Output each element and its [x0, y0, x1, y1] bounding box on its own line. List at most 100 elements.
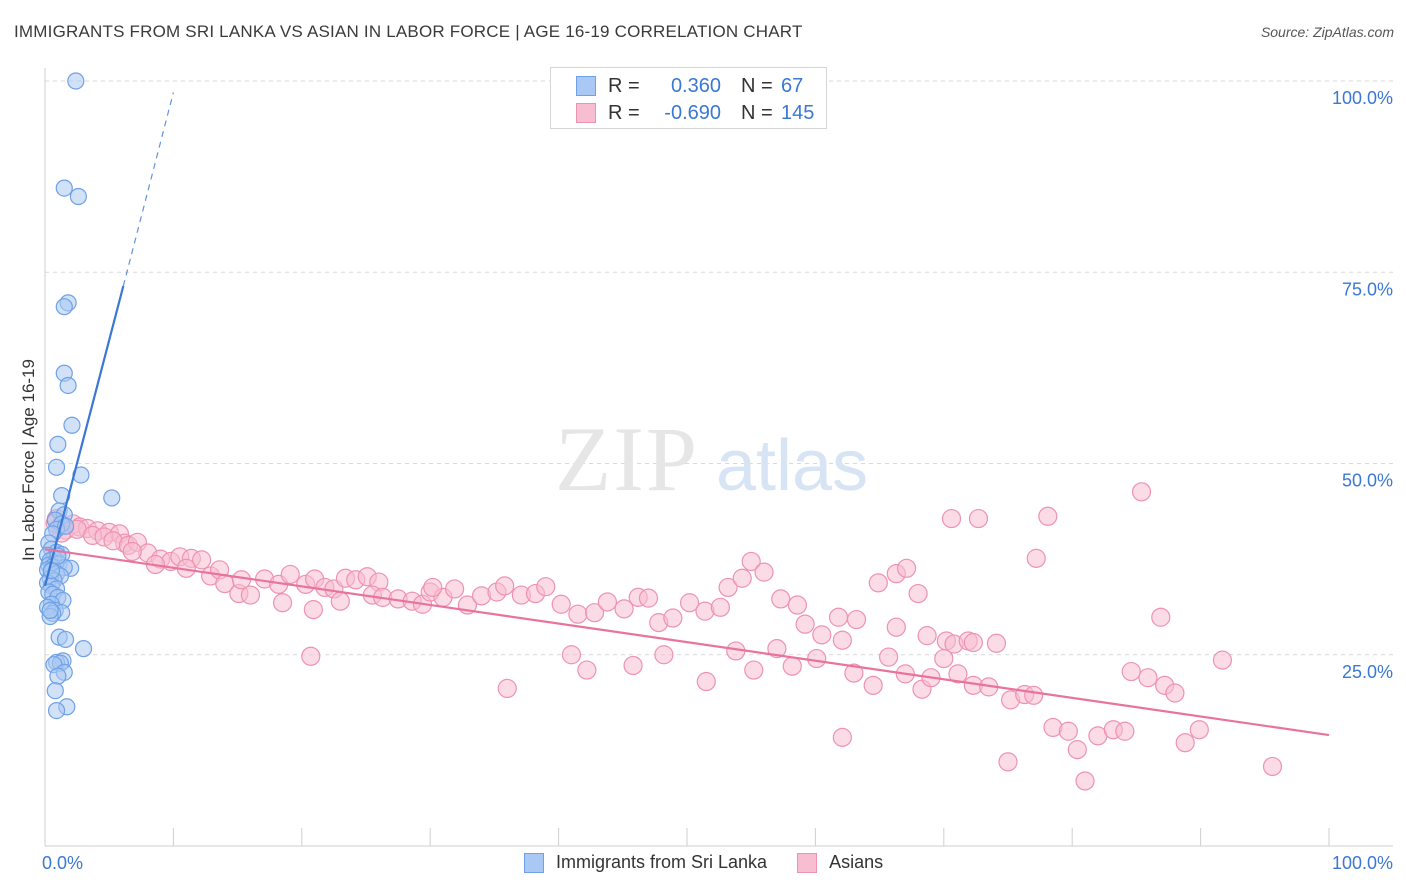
- point-asians: [782, 656, 802, 676]
- point-asians: [844, 663, 864, 683]
- point-asians: [754, 562, 774, 582]
- n-value: 67: [781, 74, 804, 97]
- y-tick-label: 50.0%: [1342, 471, 1393, 491]
- point-asians: [536, 577, 556, 597]
- point-asians: [584, 603, 605, 623]
- point-asians: [917, 626, 937, 646]
- point-sri-lanka: [47, 701, 66, 720]
- r-value: -0.690: [664, 101, 721, 124]
- point-asians: [963, 632, 983, 653]
- point-asians: [795, 614, 815, 634]
- point-asians: [771, 589, 791, 609]
- watermark: ZIP atlas: [555, 408, 868, 510]
- y-tick-label: 75.0%: [1342, 279, 1393, 299]
- legend-label-asians: Asians: [829, 852, 884, 872]
- point-asians: [941, 508, 962, 529]
- point-asians: [1067, 740, 1087, 760]
- point-asians: [240, 585, 261, 605]
- chart-title: IMMIGRANTS FROM SRI LANKA VS ASIAN IN LA…: [14, 22, 803, 41]
- point-asians: [1026, 548, 1046, 568]
- stats-legend: R = 0.360 N = 67 R = -0.690 N = 145: [550, 67, 827, 129]
- point-asians: [1121, 661, 1141, 682]
- point-asians: [1175, 733, 1195, 753]
- point-asians: [744, 660, 764, 680]
- axes: [44, 68, 1393, 847]
- point-asians: [741, 551, 761, 572]
- swatch-sri-lanka: [576, 76, 596, 96]
- point-asians: [497, 678, 517, 699]
- point-asians: [948, 664, 968, 684]
- swatch-asians: [576, 103, 596, 123]
- legend-swatch-asians: [797, 852, 818, 873]
- point-sri-lanka: [59, 376, 77, 395]
- point-sri-lanka: [41, 601, 59, 619]
- point-asians: [301, 646, 321, 666]
- point-asians: [787, 595, 808, 615]
- point-asians: [1151, 607, 1171, 627]
- point-asians: [828, 607, 849, 627]
- point-sri-lanka: [103, 489, 121, 507]
- point-asians: [654, 645, 674, 665]
- point-asians: [886, 617, 906, 637]
- point-sri-lanka: [56, 630, 75, 649]
- trend-line-sri-lanka: [43, 285, 125, 587]
- point-asians: [272, 593, 293, 613]
- gridlines: [45, 80, 1393, 656]
- point-sri-lanka: [55, 298, 73, 316]
- point-asians: [663, 608, 683, 628]
- point-asians: [597, 592, 617, 612]
- point-asians: [1138, 668, 1158, 688]
- point-asians: [696, 671, 716, 692]
- point-asians: [878, 647, 899, 667]
- point-asians: [998, 752, 1018, 772]
- point-asians: [863, 675, 883, 695]
- point-sri-lanka: [67, 72, 85, 90]
- point-asians: [444, 579, 465, 599]
- point-sri-lanka: [46, 682, 64, 700]
- point-asians: [908, 583, 928, 604]
- point-asians: [1189, 720, 1209, 740]
- r-value: 0.360: [670, 74, 721, 97]
- trend-extension-sri-lanka: [122, 92, 174, 287]
- point-asians: [679, 593, 700, 613]
- point-asians: [807, 648, 827, 669]
- source-credit: Source: ZipAtlas.com: [1260, 24, 1394, 40]
- point-asians: [303, 600, 323, 620]
- y-axis-label: In Labor Force | Age 16-19: [19, 359, 38, 561]
- point-asians: [767, 639, 787, 659]
- point-asians: [423, 577, 443, 598]
- stats-row-sri-lanka: R = 0.360 N = 67: [576, 73, 821, 99]
- point-asians: [1024, 685, 1044, 705]
- point-sri-lanka: [74, 640, 93, 658]
- n-label: N =: [741, 101, 773, 124]
- point-asians: [568, 604, 588, 624]
- point-sri-lanka: [49, 667, 67, 685]
- point-asians: [1165, 683, 1185, 703]
- point-asians: [638, 588, 659, 608]
- point-asians: [710, 597, 730, 617]
- legend-item-asians[interactable]: Asians: [797, 852, 883, 873]
- point-asians: [986, 633, 1007, 653]
- x-tick-label: 0.0%: [42, 853, 83, 873]
- point-asians: [896, 558, 917, 578]
- point-asians: [934, 648, 954, 669]
- y-tick-label: 100.0%: [1332, 88, 1393, 108]
- series-sri-lanka: [38, 72, 121, 720]
- point-asians: [623, 655, 643, 676]
- trend-line-asians: [44, 548, 1330, 737]
- point-asians: [732, 568, 752, 588]
- point-asians: [718, 577, 738, 598]
- legend-swatch-sri-lanka: [524, 852, 544, 873]
- point-asians: [1212, 650, 1233, 670]
- tick-labels: 25.0% 50.0% 75.0% 100.0% 0.0% 100.0%: [42, 88, 1393, 873]
- stats-row-asians: R = -0.690 N = 145: [576, 100, 821, 126]
- series-asians: [45, 482, 1283, 791]
- legend-item-sri-lanka[interactable]: Immigrants from Sri Lanka: [524, 852, 767, 873]
- point-sri-lanka: [49, 435, 67, 453]
- point-sri-lanka: [69, 187, 87, 206]
- series-legend: Immigrants from Sri Lanka Asians: [524, 852, 913, 873]
- point-sri-lanka: [55, 179, 73, 197]
- point-asians: [1075, 771, 1095, 791]
- trend-lines: [43, 92, 1330, 737]
